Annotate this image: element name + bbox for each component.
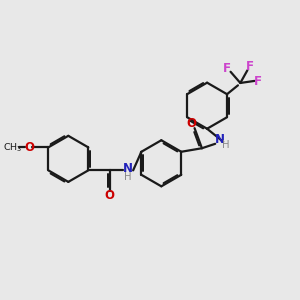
Text: CH$_3$: CH$_3$ (3, 141, 22, 154)
Text: O: O (104, 189, 115, 202)
Text: N: N (214, 134, 225, 146)
Text: N: N (123, 161, 133, 175)
Text: O: O (24, 141, 34, 154)
Text: F: F (246, 60, 254, 73)
Text: F: F (223, 62, 231, 75)
Text: H: H (124, 172, 131, 182)
Text: F: F (254, 75, 262, 88)
Text: O: O (187, 117, 196, 130)
Text: H: H (222, 140, 230, 150)
